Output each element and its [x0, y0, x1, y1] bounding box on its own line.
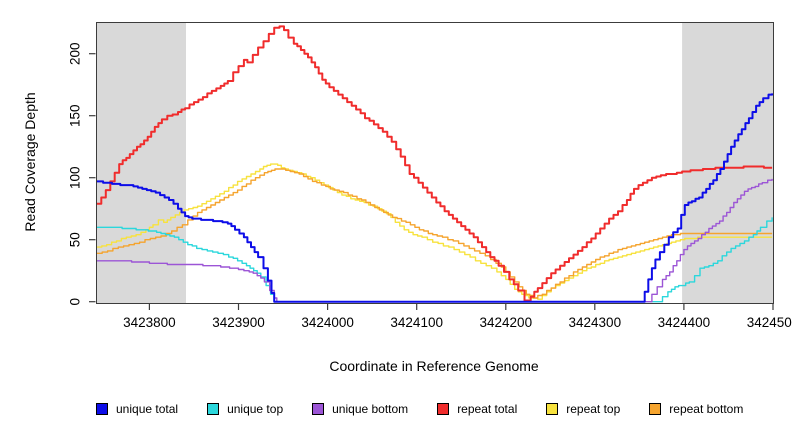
- y-tick-label: 200: [68, 42, 83, 65]
- legend-swatch: [96, 403, 108, 415]
- y-tick-label: 50: [68, 232, 83, 247]
- legend-item-unique-top: unique top: [207, 402, 283, 416]
- series-line-unique-total: [96, 93, 773, 303]
- y-tick-label: 0: [68, 298, 83, 306]
- legend-label: unique total: [116, 402, 179, 416]
- series-line-repeat-bottom: [96, 168, 773, 299]
- legend-swatch: [546, 403, 559, 415]
- legend-label: repeat top: [566, 402, 621, 416]
- legend: unique total unique top unique bottom repea…: [96, 399, 768, 419]
- legend-item-unique-bottom: unique bottom: [312, 402, 408, 416]
- y-axis-title: Read Coverage Depth: [22, 92, 38, 232]
- x-tick-label: 3424400: [658, 315, 711, 330]
- y-tick-label: 100: [68, 166, 83, 189]
- x-tick-label: 3424000: [301, 315, 354, 330]
- legend-swatch: [437, 403, 450, 415]
- legend-item-unique-total: unique total: [96, 402, 178, 416]
- x-axis-title: Coordinate in Reference Genome: [329, 358, 539, 374]
- plot-border: [96, 22, 774, 304]
- x-tick-label: 3423900: [212, 315, 265, 330]
- series-line-repeat-total: [96, 25, 773, 302]
- x-tick-label: 3423800: [123, 315, 176, 330]
- legend-item-repeat-top: repeat top: [546, 402, 620, 416]
- legend-label: unique bottom: [332, 402, 409, 416]
- x-tick-label: 3424300: [569, 315, 622, 330]
- shaded-region: [96, 22, 186, 303]
- legend-swatch: [207, 403, 220, 415]
- legend-swatch: [312, 403, 325, 415]
- legend-item-repeat-bottom: repeat bottom: [649, 402, 743, 416]
- legend-label: unique top: [227, 402, 284, 416]
- series-line-unique-top: [96, 217, 773, 303]
- legend-item-repeat-total: repeat total: [437, 402, 517, 416]
- legend-swatch: [649, 403, 662, 415]
- x-tick-label: 3424100: [390, 315, 443, 330]
- legend-label: repeat bottom: [669, 402, 744, 416]
- x-tick-label: 3424200: [480, 315, 533, 330]
- series-line-repeat-top: [96, 163, 773, 300]
- legend-label: repeat total: [457, 402, 518, 416]
- y-tick-label: 150: [68, 104, 83, 127]
